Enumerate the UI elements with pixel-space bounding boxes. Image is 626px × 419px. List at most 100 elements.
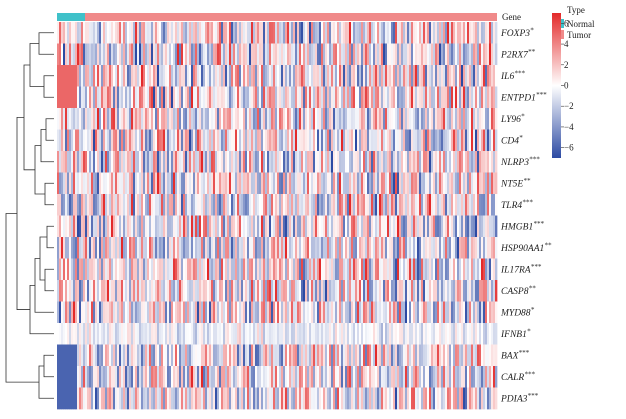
heatmap-cell bbox=[399, 301, 402, 324]
heatmap-cell bbox=[101, 65, 104, 87]
heatmap-cell bbox=[249, 194, 252, 216]
heatmap-cell bbox=[289, 43, 292, 66]
heatmap-cell bbox=[223, 366, 226, 388]
heatmap-cell bbox=[219, 344, 222, 367]
heatmap-cell bbox=[425, 258, 428, 281]
heatmap-cell bbox=[445, 86, 448, 109]
heatmap-cell bbox=[65, 151, 68, 173]
heatmap-cell bbox=[493, 172, 496, 195]
heatmap-cell bbox=[429, 108, 432, 130]
heatmap-cell bbox=[295, 86, 298, 109]
heatmap-cell bbox=[459, 301, 462, 324]
heatmap-cell bbox=[455, 43, 458, 66]
heatmap-cell bbox=[255, 43, 258, 66]
heatmap-cell bbox=[367, 387, 370, 410]
heatmap-cell bbox=[101, 151, 104, 173]
heatmap-cell bbox=[275, 344, 278, 367]
heatmap-cell bbox=[327, 301, 330, 324]
heatmap-cell bbox=[391, 280, 394, 302]
heatmap-cell bbox=[145, 172, 148, 195]
heatmap-cell bbox=[495, 301, 498, 324]
heatmap-cell bbox=[97, 387, 100, 410]
heatmap-cell bbox=[163, 280, 166, 302]
heatmap-cell bbox=[441, 65, 444, 87]
heatmap-cell bbox=[135, 215, 138, 238]
heatmap-cell bbox=[353, 258, 356, 281]
heatmap-cell bbox=[149, 366, 152, 388]
heatmap-cell bbox=[83, 323, 86, 345]
heatmap-cell bbox=[309, 194, 312, 216]
heatmap-cell bbox=[285, 215, 288, 238]
heatmap-cell bbox=[143, 344, 146, 367]
heatmap-cell bbox=[333, 86, 336, 109]
heatmap-cell bbox=[477, 280, 480, 302]
heatmap-cell bbox=[249, 258, 252, 281]
heatmap-cell bbox=[427, 344, 430, 367]
heatmap-cell bbox=[75, 108, 78, 130]
heatmap-cell bbox=[69, 301, 72, 324]
heatmap-cell bbox=[175, 323, 178, 345]
heatmap-cell bbox=[233, 366, 236, 388]
heatmap-cell bbox=[459, 108, 462, 130]
heatmap-cell bbox=[109, 344, 112, 367]
heatmap-cell bbox=[267, 258, 270, 281]
heatmap-cell bbox=[483, 258, 486, 281]
heatmap-cell bbox=[485, 172, 488, 195]
heatmap-cell bbox=[111, 323, 114, 345]
heatmap-cell bbox=[265, 344, 268, 367]
heatmap-cell bbox=[235, 215, 238, 238]
heatmap-cell bbox=[349, 323, 352, 345]
heatmap-cell bbox=[419, 43, 422, 66]
heatmap-cell bbox=[259, 258, 262, 281]
heatmap-cell bbox=[299, 344, 302, 367]
heatmap-cell bbox=[63, 215, 66, 238]
heatmap-cell bbox=[369, 86, 372, 109]
heatmap-cell bbox=[313, 129, 316, 152]
heatmap-cell bbox=[169, 65, 172, 87]
heatmap-cell bbox=[405, 129, 408, 152]
heatmap-cell bbox=[273, 194, 276, 216]
heatmap-cell bbox=[227, 237, 230, 259]
heatmap-cell bbox=[237, 280, 240, 302]
heatmap-cell bbox=[215, 280, 218, 302]
heatmap-cell bbox=[473, 258, 476, 281]
heatmap-cell bbox=[403, 301, 406, 324]
heatmap-cell bbox=[67, 258, 70, 281]
heatmap-cell bbox=[193, 237, 196, 259]
heatmap-cell bbox=[405, 366, 408, 388]
heatmap-cell bbox=[469, 108, 472, 130]
heatmap-cell bbox=[421, 172, 424, 195]
heatmap-cell bbox=[255, 129, 258, 152]
heatmap-cell bbox=[225, 301, 228, 324]
heatmap-cell bbox=[163, 129, 166, 152]
heatmap-cell bbox=[491, 387, 494, 410]
heatmap-cell bbox=[361, 237, 364, 259]
heatmap-cell bbox=[475, 280, 478, 302]
heatmap-cell bbox=[443, 258, 446, 281]
heatmap-cell bbox=[111, 172, 114, 195]
heatmap-cell bbox=[381, 172, 384, 195]
heatmap-cell bbox=[429, 86, 432, 109]
heatmap-cell bbox=[221, 387, 224, 410]
heatmap-cell bbox=[321, 86, 324, 109]
heatmap-cell bbox=[165, 86, 168, 109]
heatmap-cell bbox=[243, 258, 246, 281]
heatmap-cell bbox=[129, 323, 132, 345]
heatmap-cell bbox=[491, 43, 494, 66]
heatmap-cell bbox=[445, 301, 448, 324]
heatmap-cell bbox=[65, 172, 68, 195]
heatmap-cell bbox=[167, 194, 170, 216]
heatmap-cell bbox=[65, 387, 68, 410]
heatmap-cell bbox=[307, 65, 310, 87]
heatmap-cell bbox=[429, 172, 432, 195]
heatmap-cell bbox=[265, 280, 268, 302]
heatmap-cell bbox=[461, 215, 464, 238]
heatmap-cell bbox=[273, 22, 276, 44]
heatmap-cell bbox=[359, 237, 362, 259]
heatmap-cell bbox=[71, 43, 74, 66]
heatmap-cell bbox=[189, 194, 192, 216]
heatmap-cell bbox=[361, 43, 364, 66]
heatmap-cell bbox=[425, 129, 428, 152]
heatmap-cell bbox=[353, 280, 356, 302]
heatmap-cell bbox=[71, 280, 74, 302]
